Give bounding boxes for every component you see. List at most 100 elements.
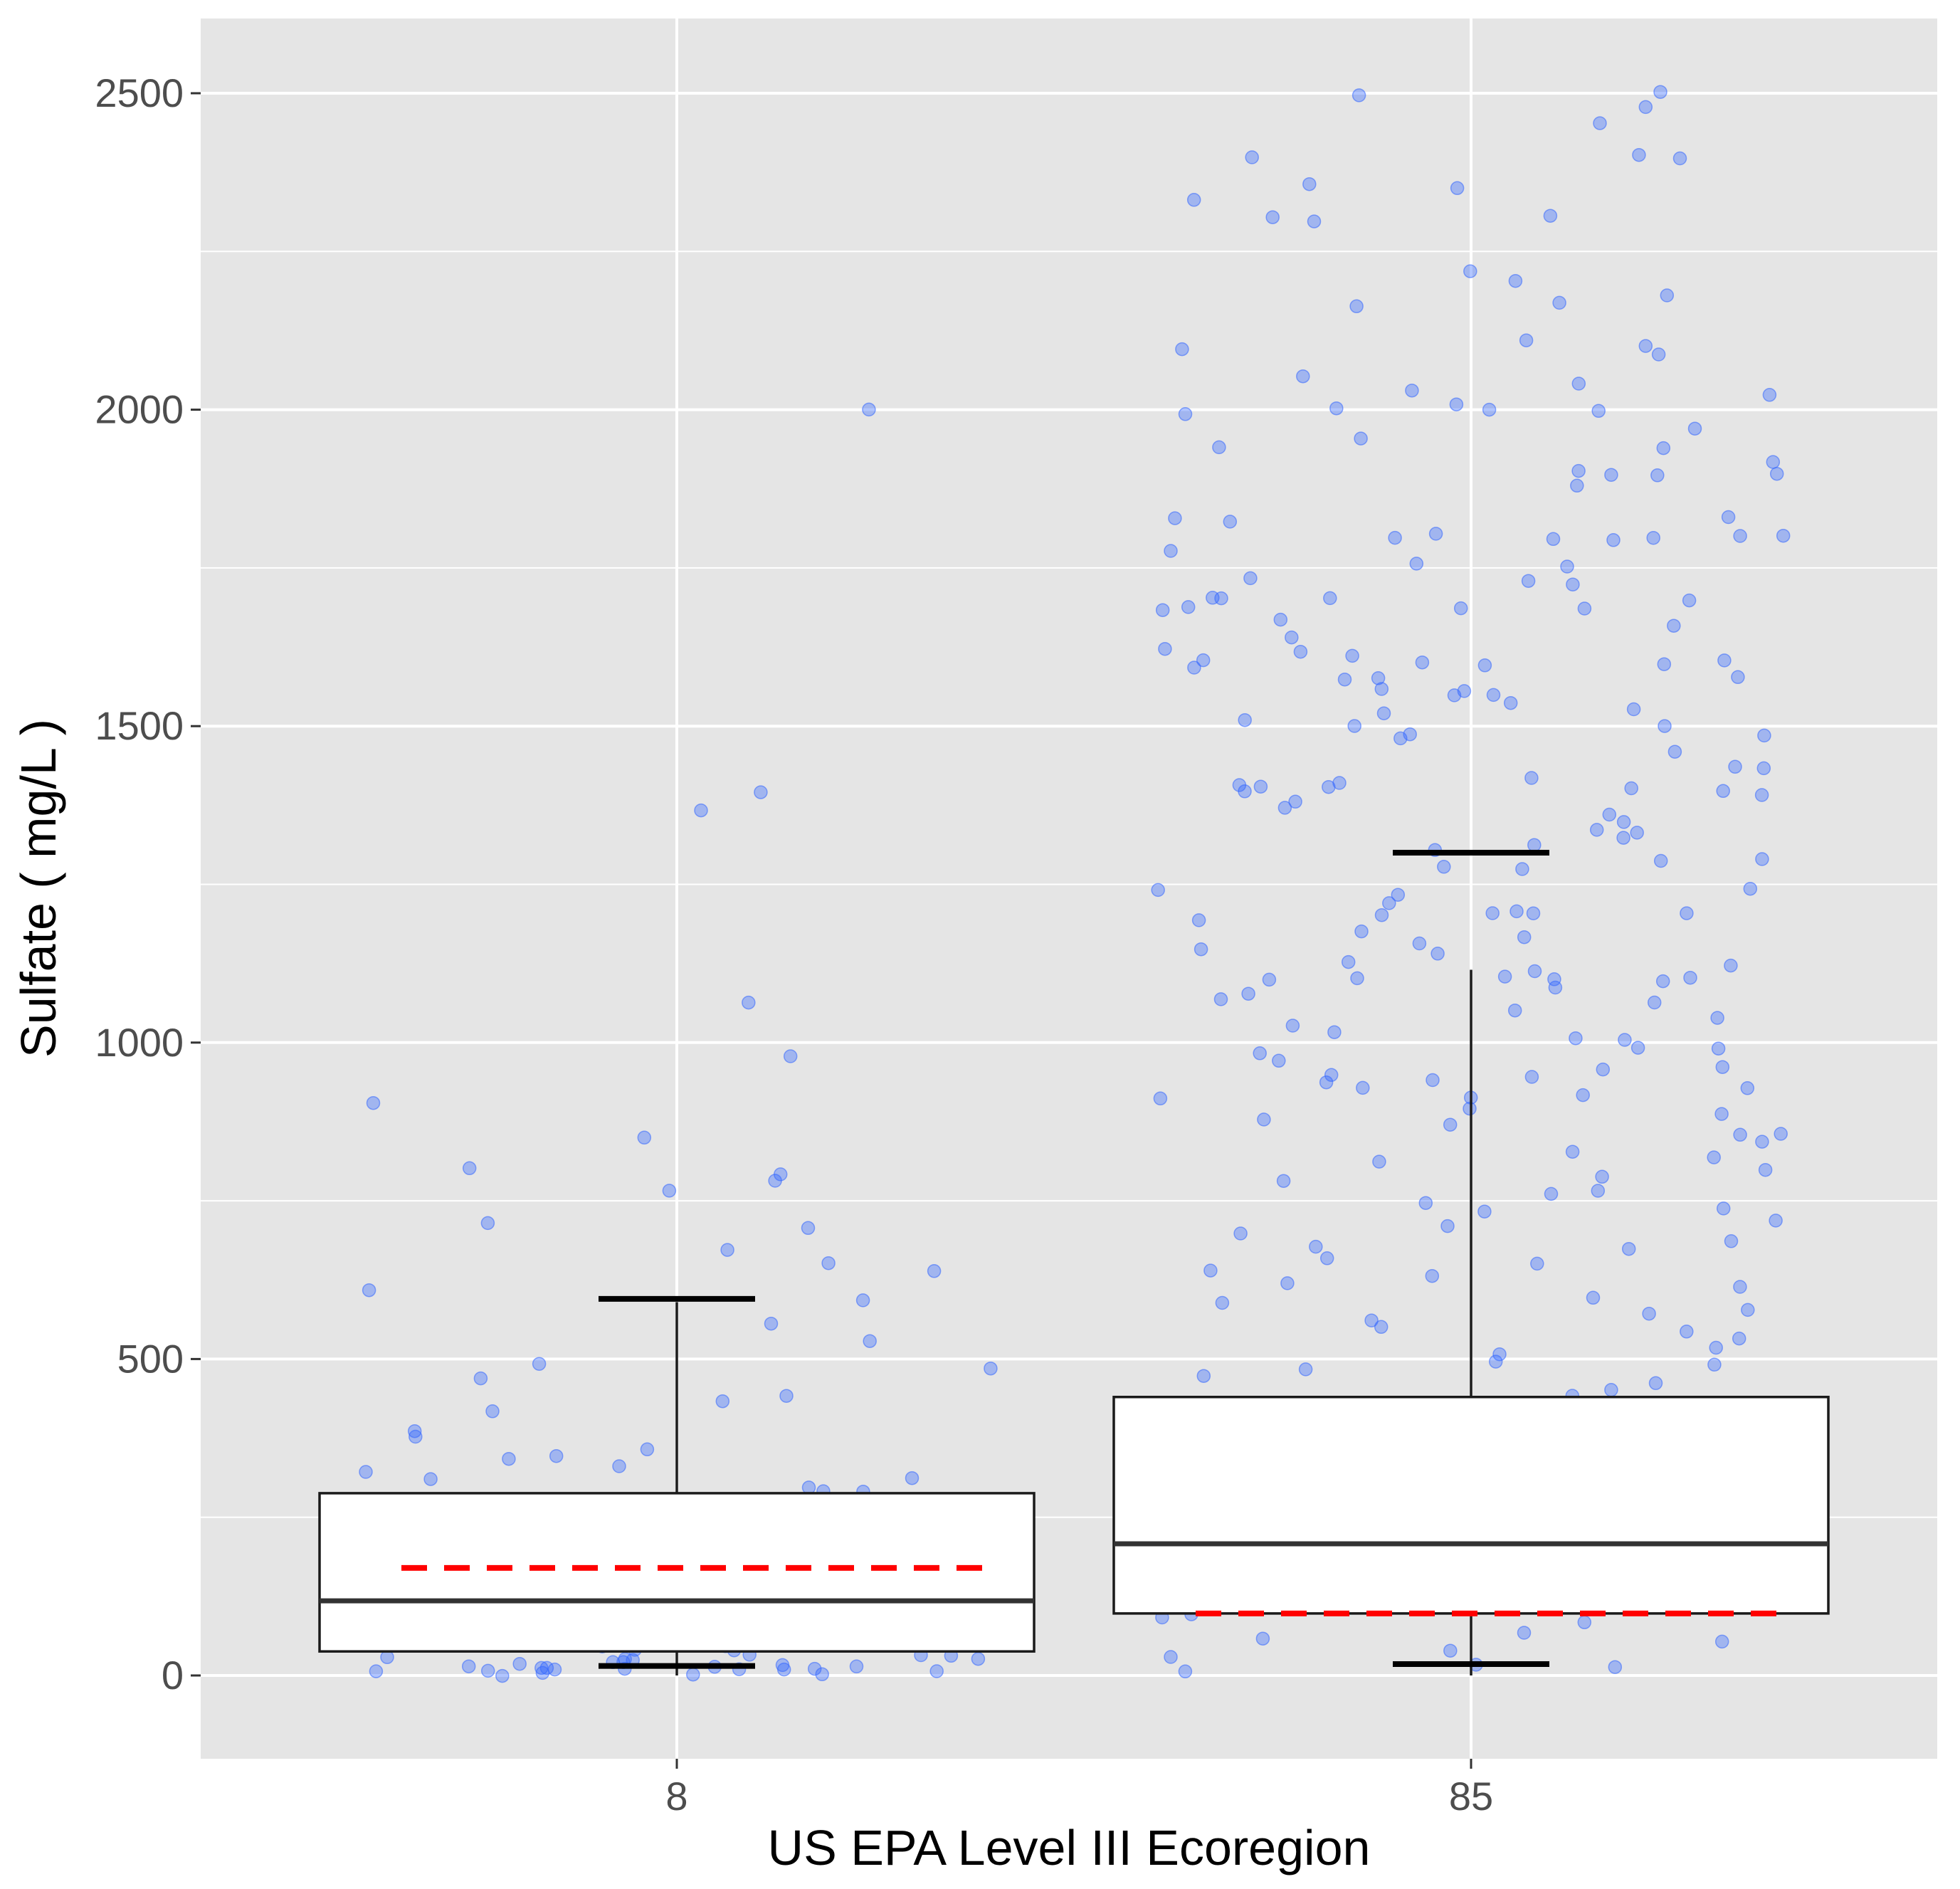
data-point: [1253, 1046, 1267, 1061]
data-point: [1178, 1664, 1193, 1679]
data-point: [461, 1659, 476, 1673]
data-point: [1262, 972, 1277, 987]
boxes: [318, 850, 1830, 1675]
data-point: [1521, 574, 1536, 588]
data-point: [1716, 1201, 1731, 1216]
data-point: [1245, 150, 1259, 164]
data-point: [1680, 1325, 1694, 1339]
data-point: [1349, 299, 1364, 314]
data-point: [742, 995, 756, 1010]
data-point: [1733, 529, 1747, 543]
data-point: [1382, 896, 1396, 910]
data-point: [1638, 100, 1653, 115]
data-point: [1714, 1634, 1729, 1649]
y-tick-label: 2500: [95, 70, 184, 115]
data-point: [1492, 1347, 1507, 1362]
data-point: [1577, 1615, 1592, 1630]
data-point: [1296, 369, 1310, 384]
data-point: [1426, 1073, 1440, 1088]
data-point: [1273, 612, 1288, 627]
data-point: [359, 1465, 373, 1479]
data-point: [1186, 193, 1201, 207]
data-point: [1667, 619, 1681, 633]
x-axis-title: US EPA Level III Ecoregion: [768, 1820, 1371, 1875]
data-point: [1624, 781, 1638, 796]
data-point: [1233, 1226, 1248, 1241]
data-point: [1586, 1290, 1601, 1305]
data-point: [1682, 593, 1697, 608]
data-point: [1241, 986, 1255, 1001]
data-point: [1307, 214, 1322, 228]
data-point: [1352, 88, 1366, 102]
data-point: [821, 1256, 836, 1270]
data-point: [1485, 906, 1500, 920]
data-point: [409, 1429, 423, 1444]
data-point: [1440, 1219, 1455, 1233]
data-point: [1526, 906, 1541, 920]
data-point: [801, 1221, 816, 1236]
data-point: [1776, 528, 1791, 543]
data-point: [984, 1361, 998, 1376]
data-point: [1194, 942, 1208, 957]
data-point: [640, 1442, 655, 1457]
data-point: [929, 1664, 944, 1678]
data-point: [1711, 1041, 1726, 1056]
data-point: [1646, 530, 1660, 545]
y-tick-label: 1000: [95, 1020, 184, 1065]
x-tick-label: 8: [665, 1774, 687, 1819]
data-point: [1656, 441, 1671, 456]
data-point: [1743, 881, 1758, 896]
data-point: [1638, 339, 1653, 353]
data-point: [1728, 759, 1742, 774]
data-point: [1733, 1280, 1747, 1294]
data-point: [502, 1451, 516, 1466]
data-point: [1277, 801, 1292, 815]
data-point: [1672, 151, 1687, 166]
data-point: [1571, 377, 1586, 391]
data-point: [1345, 648, 1359, 663]
data-point: [1255, 1631, 1270, 1646]
data-point: [1431, 947, 1445, 961]
data-point: [1364, 1313, 1379, 1327]
data-point: [764, 1316, 779, 1331]
data-point: [1630, 1041, 1645, 1055]
data-point: [1657, 657, 1672, 671]
data-point: [1356, 1080, 1370, 1095]
data-point: [1595, 1169, 1609, 1184]
data-point: [485, 1404, 500, 1419]
data-point: [1371, 671, 1386, 685]
data-point: [1238, 712, 1252, 727]
data-point: [1576, 1088, 1590, 1103]
data-point: [1477, 1204, 1492, 1219]
data-point: [1769, 466, 1784, 481]
data-point: [1482, 402, 1497, 417]
data-point: [1667, 744, 1682, 759]
data-point: [1497, 969, 1512, 984]
data-point: [1606, 533, 1621, 547]
data-point: [1653, 85, 1667, 99]
data-point: [1626, 702, 1641, 717]
data-point: [362, 1283, 376, 1298]
data-point: [1762, 388, 1777, 402]
data-point: [1658, 719, 1672, 733]
data-point: [1544, 1186, 1559, 1201]
data-point: [1757, 728, 1771, 743]
data-point: [1187, 661, 1201, 675]
data-point: [1524, 1070, 1539, 1084]
data-point: [549, 1448, 564, 1463]
data-point: [1647, 995, 1662, 1010]
data-point: [1655, 974, 1670, 989]
data-point: [1374, 1320, 1389, 1335]
data-point: [369, 1664, 384, 1678]
data-point: [380, 1650, 394, 1665]
data-point: [1164, 1650, 1178, 1664]
data-point: [1418, 1196, 1433, 1210]
data-point: [1272, 1053, 1286, 1068]
x-tick-label: 85: [1449, 1774, 1493, 1819]
data-point: [1602, 807, 1617, 822]
y-axis-ticks: 0 500 1000 1500 2000 2500: [95, 70, 201, 1698]
data-point: [1319, 1075, 1334, 1090]
data-point: [1766, 455, 1781, 469]
data-point: [1257, 1112, 1271, 1127]
